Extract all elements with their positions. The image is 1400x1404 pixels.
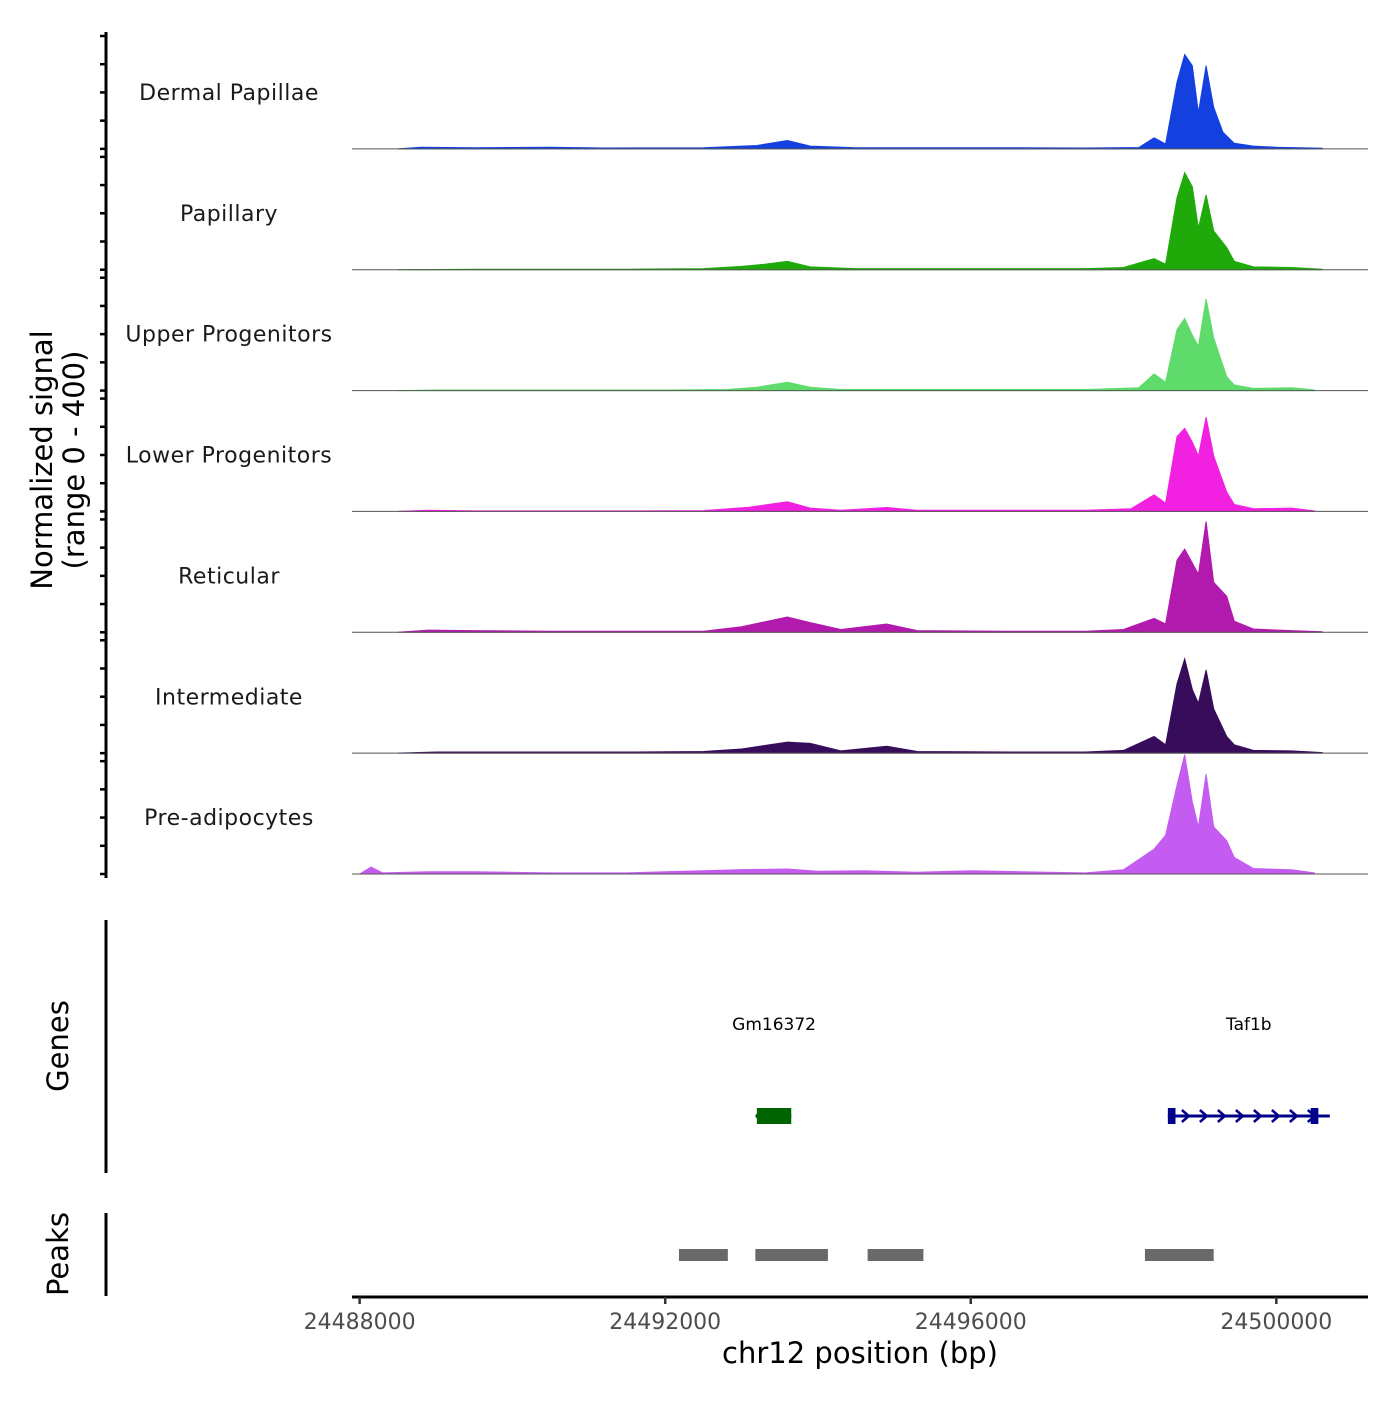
track-label-dermal-papillae: Dermal Papillae: [139, 81, 319, 106]
x-tick-label-24500000: 24500000: [1220, 1310, 1332, 1335]
coverage-area-upper-progenitors: [397, 299, 1315, 392]
gene-exon-gm16372: [756, 1108, 792, 1124]
x-tick-label-24492000: 24492000: [609, 1310, 721, 1335]
track-label-reticular: Reticular: [178, 564, 280, 589]
gene-strand-arrow-taf1b: [1181, 1109, 1191, 1123]
peak-4: [1144, 1249, 1214, 1261]
coverage-area-reticular: [397, 521, 1323, 633]
gene-strand-marker-gm16372: [755, 1113, 761, 1119]
track-label-intermediate: Intermediate: [155, 685, 303, 710]
gene-strand-arrow-taf1b: [1253, 1109, 1263, 1123]
track-label-upper-progenitors: Upper Progenitors: [125, 323, 332, 348]
x-tick-label-24496000: 24496000: [915, 1310, 1027, 1335]
y-axis-label-line2: (range 0 - 400): [57, 351, 91, 570]
peak-2: [755, 1249, 828, 1261]
coverage-tracks: Dermal Papillae Papillary Upper Progenitor…: [100, 32, 1368, 878]
gene-strand-arrow-taf1b: [1306, 1109, 1317, 1123]
gene-label-taf1b: Taf1b: [1225, 1015, 1272, 1035]
peaks-panel-label: Peaks: [41, 1212, 75, 1296]
peak-3: [867, 1249, 924, 1261]
coverage-area-lower-progenitors: [397, 417, 1315, 512]
x-axis-title: chr12 position (bp): [722, 1336, 998, 1370]
gene-label-gm16372: Gm16372: [732, 1015, 816, 1035]
coverage-area-dermal-papillae: [397, 53, 1323, 150]
gene-exon-taf1b: [1167, 1108, 1176, 1124]
gene-strand-arrow-taf1b: [1271, 1109, 1281, 1123]
genes-panel-label: Genes: [41, 1000, 75, 1092]
peaks-panel: [104, 1213, 1214, 1296]
coverage-area-intermediate: [397, 657, 1323, 754]
track-label-papillary: Papillary: [180, 202, 278, 227]
gene-strand-arrow-taf1b: [1289, 1109, 1299, 1123]
genes-panel: Gm16372 Taf1b: [104, 920, 1330, 1173]
y-axis-label-line1: Normalized signal: [25, 330, 59, 589]
gene-strand-arrow-taf1b: [1199, 1109, 1209, 1123]
peak-1: [678, 1249, 728, 1261]
coverage-area-pre-adipocytes: [357, 754, 1315, 875]
track-label-lower-progenitors: Lower Progenitors: [126, 444, 332, 469]
coverage-area-papillary: [397, 171, 1323, 271]
x-tick-label-24488000: 24488000: [304, 1310, 416, 1335]
gene-strand-arrow-taf1b: [1235, 1109, 1245, 1123]
x-axis: 24488000 24492000 24496000 24500000: [304, 1295, 1368, 1335]
gene-strand-arrow-taf1b: [1217, 1109, 1227, 1123]
track-label-pre-adipocytes: Pre-adipocytes: [144, 806, 314, 831]
